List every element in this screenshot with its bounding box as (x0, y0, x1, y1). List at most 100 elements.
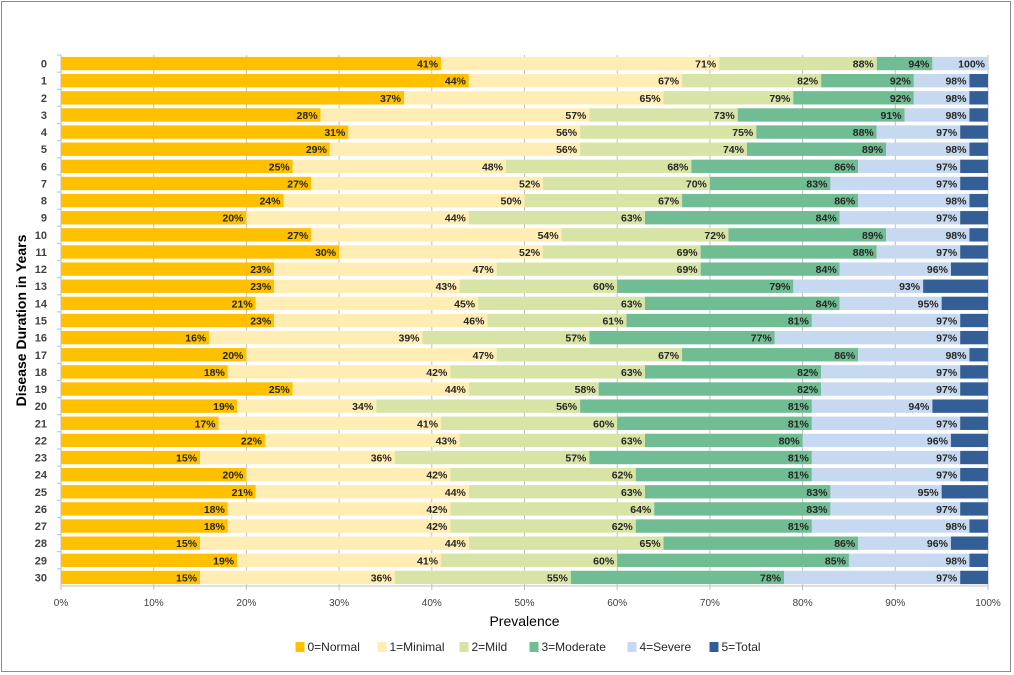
bar-segment (339, 245, 544, 259)
bar-segment (617, 279, 794, 293)
bar-segment (320, 108, 590, 122)
data-label: 67% (658, 350, 680, 362)
bar-segment (61, 519, 228, 533)
bar-segment (737, 108, 905, 122)
legend-swatch (459, 642, 469, 652)
bar-segment (441, 416, 618, 430)
bar-segment (61, 193, 284, 208)
data-label: 86% (834, 538, 856, 550)
bar-segment (830, 176, 961, 191)
bar-segment (663, 91, 794, 105)
bar-segment (913, 91, 970, 105)
data-label: 97% (936, 384, 958, 396)
data-label: 98% (945, 230, 967, 242)
bar-segment (969, 142, 988, 156)
legend-label: 1=Minimal (390, 640, 445, 654)
x-tick-labels: 0% 10% 20% 30% 40% 50% 60% 70% 80% 90% 100% (54, 598, 1001, 609)
bar-segment (645, 296, 840, 311)
bar-segment (496, 348, 683, 362)
bar-segment (61, 467, 247, 482)
bar-segment (960, 125, 988, 139)
data-label: 25% (269, 384, 291, 396)
y-tick-label: 10 (35, 230, 47, 242)
bar-segment (246, 467, 451, 482)
data-label: 85% (825, 555, 847, 567)
data-label: 95% (918, 298, 940, 310)
data-label: 57% (565, 453, 587, 465)
data-label: 84% (816, 213, 838, 225)
data-label: 96% (927, 435, 949, 447)
bar-segment (543, 176, 710, 191)
bar-segment (941, 296, 988, 311)
bar-segment (969, 519, 988, 533)
bar-segment (663, 536, 859, 550)
bar-segment (932, 399, 988, 413)
bar-segment (756, 125, 877, 139)
data-label: 97% (936, 178, 958, 190)
data-label: 88% (853, 247, 875, 259)
bar-segment (61, 382, 293, 396)
bar-segment (821, 74, 914, 88)
bar-segment (913, 74, 970, 88)
legend-label: 5=Total (722, 640, 761, 654)
data-label: 31% (324, 127, 346, 139)
bar-segment (61, 553, 238, 567)
x-tick-label: 60% (607, 598, 627, 609)
data-label: 75% (732, 127, 754, 139)
bar-segment (950, 433, 988, 448)
data-label: 70% (686, 178, 708, 190)
data-label: 50% (500, 196, 522, 208)
x-tick-label: 30% (329, 598, 349, 609)
bar-segment (969, 91, 988, 105)
data-label: 56% (556, 144, 578, 156)
data-label: 60% (593, 418, 615, 430)
y-tick-label: 29 (35, 555, 47, 567)
data-label: 82% (797, 76, 819, 88)
data-label: 97% (936, 418, 958, 430)
data-label: 84% (816, 264, 838, 276)
data-label: 89% (862, 230, 884, 242)
x-tick-label: 0% (54, 598, 69, 609)
data-label: 64% (630, 504, 652, 516)
data-label: 97% (936, 127, 958, 139)
data-label: 73% (714, 110, 736, 122)
y-tick-label: 17 (35, 350, 47, 362)
data-label: 63% (621, 487, 643, 499)
bar-segment (376, 399, 581, 413)
bar-segment (459, 433, 646, 448)
data-label: 18% (204, 367, 226, 379)
bar-segment (719, 56, 877, 71)
bar-segment (960, 245, 988, 259)
bar-segment (255, 485, 469, 499)
bar-segment (793, 91, 914, 105)
data-label: 23% (250, 281, 272, 293)
legend-swatch (295, 642, 305, 652)
data-label: 48% (482, 161, 504, 173)
bar-segment (570, 570, 785, 585)
data-label: 23% (250, 264, 272, 276)
x-tick-label: 10% (144, 598, 164, 609)
data-label: 60% (593, 281, 615, 293)
bar-segment (61, 279, 275, 293)
y-tick-label: 3 (41, 110, 47, 122)
bar-segment (61, 142, 330, 156)
bar-segment (61, 91, 404, 105)
x-tick-label: 100% (975, 598, 1001, 609)
x-tick-label: 70% (700, 598, 720, 609)
y-tick-label: 16 (35, 333, 47, 345)
data-label: 98% (945, 110, 967, 122)
bar-segment (617, 553, 849, 567)
data-label: 63% (621, 435, 643, 447)
data-label: 29% (306, 144, 328, 156)
bar-segment (61, 296, 256, 311)
bar-segment (932, 56, 988, 71)
data-label: 78% (760, 572, 782, 584)
y-tick-label: 23 (35, 453, 47, 465)
bar-segment (950, 262, 988, 276)
legend-label: 0=Normal (308, 640, 360, 654)
bar-segment (830, 485, 942, 499)
bar-segment (61, 108, 321, 122)
legend-swatch (529, 642, 539, 652)
data-label: 27% (287, 230, 309, 242)
